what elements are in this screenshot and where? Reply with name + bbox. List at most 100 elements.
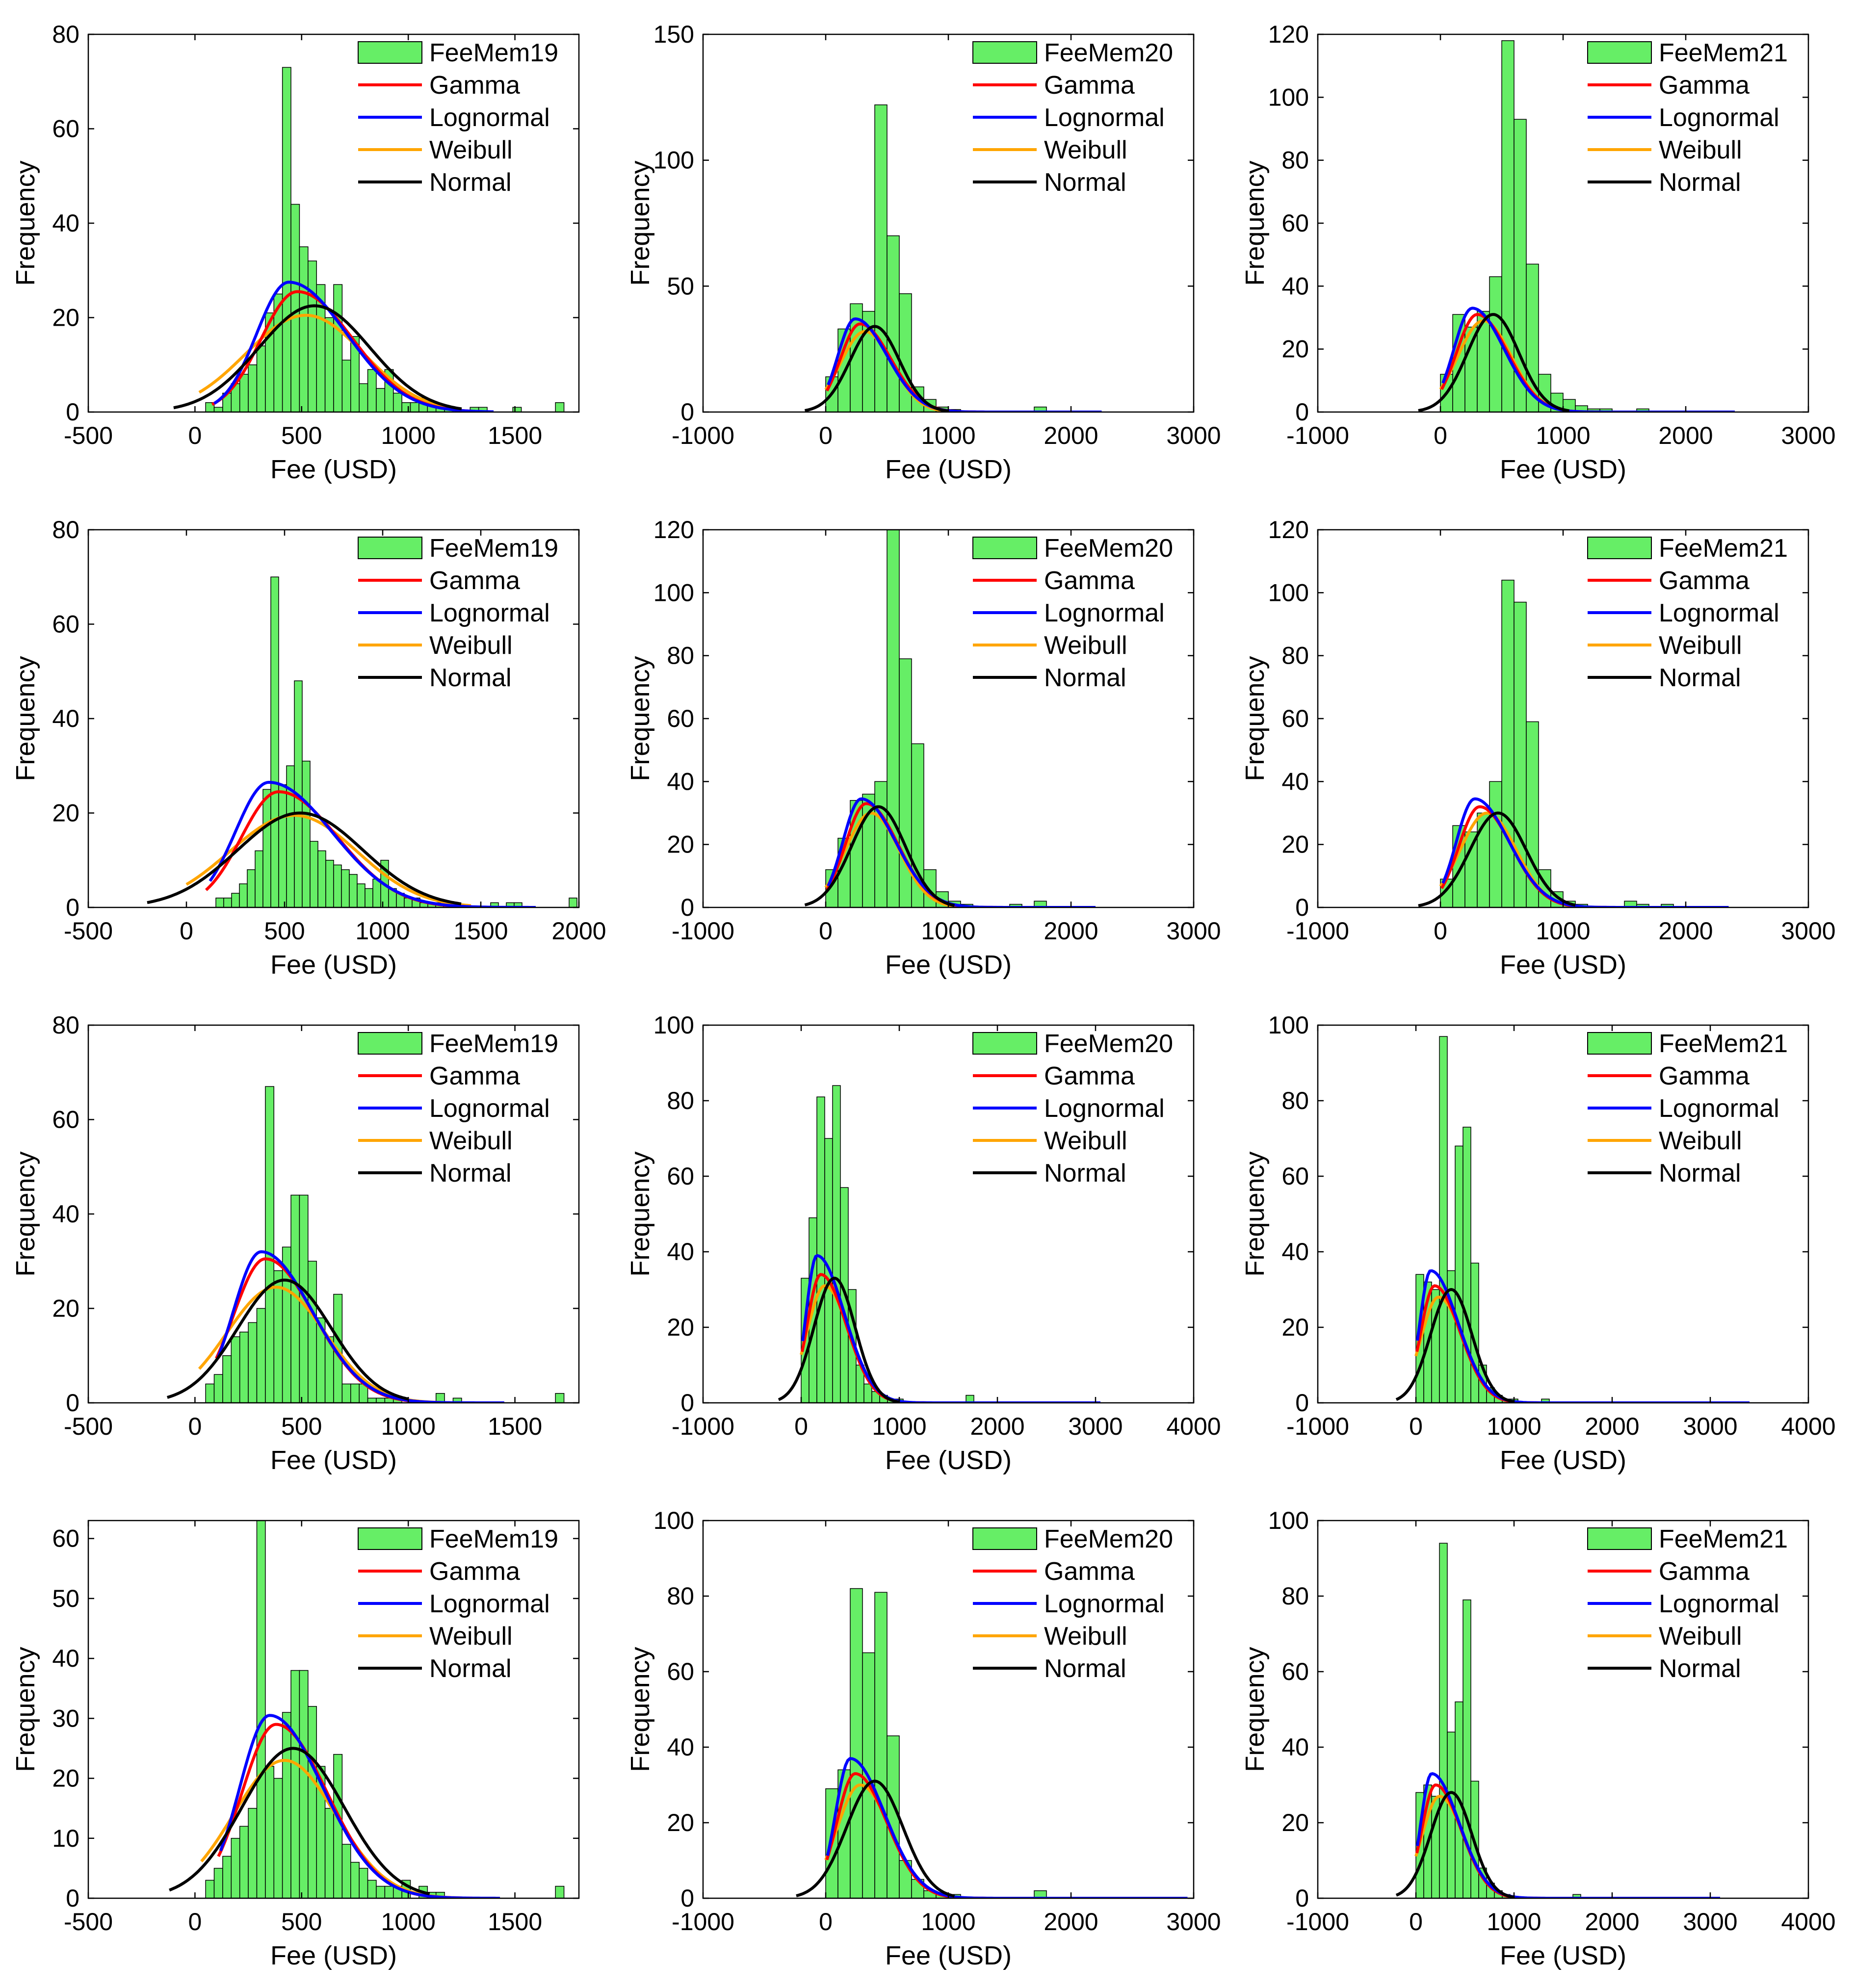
histogram-bar (317, 850, 326, 907)
histogram-bar (514, 902, 523, 907)
histogram-bar (299, 1670, 309, 1898)
x-tick-label: -1000 (672, 1908, 734, 1936)
axes-box (1317, 1024, 1809, 1404)
histogram-bar (367, 1397, 377, 1403)
histogram-bar (376, 1397, 386, 1403)
curve-normal (167, 1278, 409, 1401)
y-tick-label: 60 (52, 1525, 79, 1552)
histogram-bar (357, 883, 366, 907)
x-tick-label: 0 (819, 422, 833, 449)
y-tick-label: 30 (52, 1704, 79, 1732)
legend: FeeMem19 Gamma Lognormal Weibull Normal (358, 39, 558, 197)
histogram-bar (863, 1383, 872, 1403)
legend: FeeMem19 Gamma Lognormal Weibull Normal (358, 1030, 558, 1188)
histogram-bar (308, 1706, 317, 1898)
x-tick-label: -1000 (1286, 917, 1349, 945)
curve-normal (1395, 1288, 1515, 1403)
legend-label: FeeMem21 (1659, 1030, 1788, 1058)
histogram-bar (1464, 831, 1478, 907)
y-tick-label: 60 (52, 1106, 79, 1134)
y-tick-label: 40 (1281, 1733, 1309, 1761)
x-axis-label: Fee (USD) (1500, 950, 1626, 980)
histogram-bar (213, 1868, 223, 1898)
histogram-bar (384, 1885, 394, 1898)
legend-label: Weibull (1659, 631, 1742, 660)
x-tick-label: 0 (1434, 422, 1447, 449)
y-axis-label: Frequency (1240, 1647, 1270, 1772)
x-tick-label: -1000 (672, 1413, 734, 1440)
histogram-bar (350, 1861, 360, 1898)
x-tick-label: -1000 (1286, 1908, 1349, 1936)
histogram-bar (255, 850, 263, 907)
histogram-bars (215, 576, 577, 907)
legend-label: Gamma (1659, 1557, 1750, 1586)
histogram-bar (256, 1308, 266, 1403)
legend: FeeMem19 Gamma Lognormal Weibull Normal (358, 1525, 558, 1683)
y-tick-label: 20 (1281, 1809, 1309, 1836)
legend-label: Normal (1659, 664, 1741, 692)
axes-box (702, 1024, 1195, 1404)
y-tick-label: 60 (1281, 1162, 1309, 1190)
legend: FeeMem21 Gamma Lognormal Weibull Normal (1587, 534, 1788, 692)
legend: FeeMem20 Gamma Lognormal Weibull Normal (972, 39, 1173, 197)
histogram-bar (231, 893, 240, 907)
y-tick-label: 60 (1281, 1658, 1309, 1685)
histogram-bar (205, 1383, 215, 1403)
histogram-bar (392, 392, 402, 412)
y-tick-label: 0 (1295, 894, 1309, 921)
histogram-bar (1439, 1543, 1448, 1898)
y-axis-label: Frequency (11, 160, 40, 285)
curve-normal (1418, 811, 1576, 907)
histogram-bar (512, 407, 522, 412)
histogram-bars (205, 67, 565, 412)
y-tick-label: 40 (52, 209, 79, 237)
legend-label: Gamma (1044, 1557, 1135, 1586)
y-tick-label: 40 (52, 1645, 79, 1672)
histogram-bar (215, 898, 224, 907)
y-tick-label: 20 (52, 1765, 79, 1792)
histogram-bar (324, 1807, 334, 1898)
x-tick-label: 0 (1434, 917, 1447, 945)
histogram-bar (359, 1868, 368, 1898)
legend-label: Weibull (429, 1127, 513, 1155)
histogram-bar (270, 576, 279, 907)
x-tick-label: 3000 (1068, 1413, 1123, 1440)
histogram-bar (490, 902, 499, 907)
y-axis-label: Frequency (11, 1151, 40, 1276)
histogram-bar (256, 1521, 266, 1898)
legend-label: Weibull (1659, 1127, 1742, 1155)
legend-label: Normal (1659, 168, 1741, 197)
y-tick-label: 50 (667, 272, 694, 300)
legend-label: Gamma (1659, 567, 1750, 595)
histogram-bar (816, 1096, 825, 1403)
y-tick-label: 60 (667, 705, 694, 732)
x-tick-label: 4000 (1166, 1413, 1221, 1440)
y-tick-label: 50 (52, 1585, 79, 1612)
x-tick-label: 2000 (1658, 917, 1713, 945)
y-tick-label: 0 (680, 398, 694, 426)
fit-curves (778, 1254, 1100, 1403)
histogram-bar (278, 784, 287, 907)
x-tick-label: 2000 (1585, 1908, 1639, 1936)
legend-label: Lognormal (429, 103, 550, 132)
histogram-bar (290, 204, 300, 412)
x-tick-label: 1000 (1487, 1908, 1541, 1936)
histogram-bar (376, 1885, 386, 1898)
x-tick-label: 0 (188, 1908, 202, 1936)
curve-lognormal (827, 797, 1096, 907)
histogram-bar (239, 1826, 249, 1898)
y-axis-label: Frequency (11, 656, 40, 781)
y-tick-label: 0 (66, 894, 79, 921)
y-tick-label: 100 (1268, 579, 1309, 606)
plot-area (703, 34, 1194, 412)
legend-label: FeeMem19 (429, 1030, 558, 1058)
axes-box (87, 1520, 580, 1899)
legend: FeeMem20 Gamma Lognormal Weibull Normal (972, 1525, 1173, 1683)
legend-swatch-histogram (972, 1032, 1037, 1055)
histogram-bar (333, 864, 342, 907)
